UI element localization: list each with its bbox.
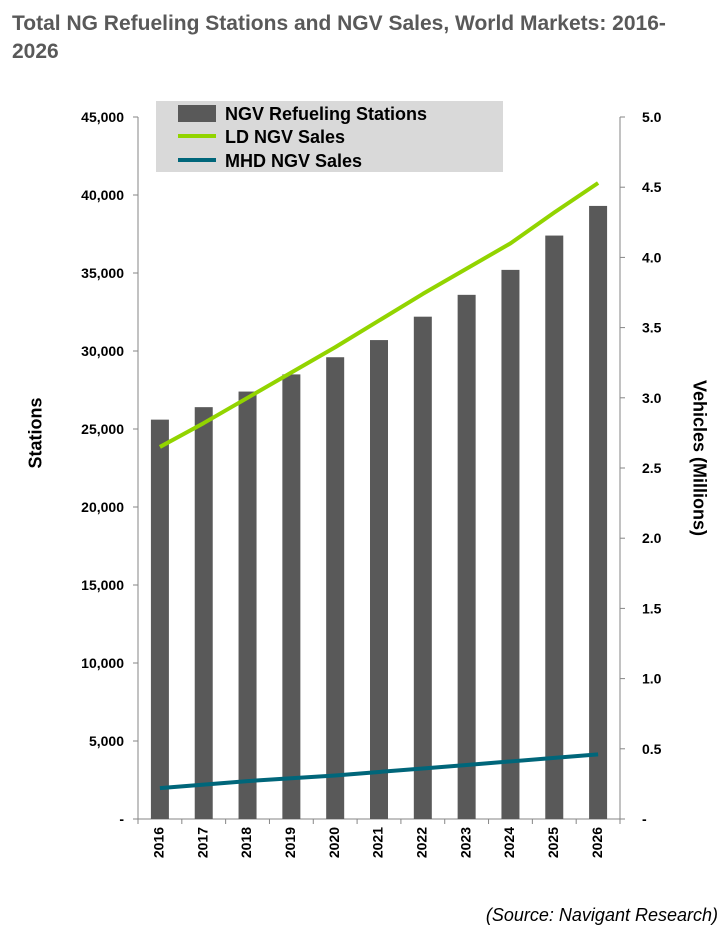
legend: NGV Refueling Stations LD NGV Sales MHD NG… bbox=[156, 101, 503, 172]
right-tick-label: - bbox=[642, 811, 647, 827]
y-axis-title-left: Stations bbox=[25, 397, 46, 469]
x-tick-label: 2026 bbox=[589, 827, 605, 858]
legend-label: LD NGV Sales bbox=[225, 127, 345, 147]
bar-ngv-refueling-stations bbox=[545, 235, 564, 819]
bar-ngv-refueling-stations bbox=[194, 407, 213, 819]
right-tick-label: 0.5 bbox=[642, 741, 662, 757]
x-tick-label: 2024 bbox=[501, 827, 517, 858]
x-tick-label: 2019 bbox=[282, 827, 298, 858]
bar-series bbox=[150, 205, 608, 820]
left-tick-label: 40,000 bbox=[81, 187, 124, 203]
right-tick-label: 3.0 bbox=[642, 390, 662, 406]
legend-swatch-bars bbox=[178, 105, 216, 122]
y-axis-title-right: Vehicles (Millions) bbox=[689, 379, 710, 537]
x-tick-label: 2021 bbox=[370, 827, 386, 858]
right-tick-label: 2.0 bbox=[642, 530, 662, 546]
left-tick-label: 35,000 bbox=[81, 265, 124, 281]
x-tick-label: 2025 bbox=[545, 827, 561, 858]
right-tick-label: 4.5 bbox=[642, 179, 662, 195]
right-tick-label: 5.0 bbox=[642, 109, 662, 125]
bar-ngv-refueling-stations bbox=[457, 294, 476, 820]
bar-ngv-refueling-stations bbox=[150, 419, 169, 819]
left-tick-label: 25,000 bbox=[81, 421, 124, 437]
right-tick-label: 1.0 bbox=[642, 671, 662, 687]
axes bbox=[133, 116, 625, 824]
legend-label: NGV Refueling Stations bbox=[225, 104, 427, 124]
left-tick-label: 5,000 bbox=[89, 733, 124, 749]
bar-ngv-refueling-stations bbox=[501, 269, 520, 819]
right-tick-label: 1.5 bbox=[642, 600, 662, 616]
x-tick-label: 2018 bbox=[238, 827, 254, 858]
x-tick-label: 2022 bbox=[414, 827, 430, 858]
x-tick-label: 2016 bbox=[151, 827, 167, 858]
legend-label: MHD NGV Sales bbox=[225, 151, 362, 171]
x-tick-label: 2023 bbox=[457, 827, 473, 858]
bar-ngv-refueling-stations bbox=[282, 374, 301, 819]
x-tick-label: 2017 bbox=[194, 827, 210, 858]
left-tick-label: 15,000 bbox=[81, 577, 124, 593]
bar-ngv-refueling-stations bbox=[238, 391, 257, 819]
left-tick-label: 45,000 bbox=[81, 109, 124, 125]
chart-title: Total NG Refueling Stations and NGV Sale… bbox=[12, 12, 666, 63]
left-tick-label: 20,000 bbox=[81, 499, 124, 515]
bar-ngv-refueling-stations bbox=[370, 340, 388, 819]
right-tick-label: 3.5 bbox=[642, 320, 662, 336]
tick-labels: - 5,000 10,000 15,000 20,000 25,000 30,000 35,0… bbox=[81, 109, 662, 858]
line-series bbox=[158, 181, 600, 791]
bar-ngv-refueling-stations bbox=[589, 205, 608, 820]
bar-ngv-refueling-stations bbox=[413, 316, 432, 819]
x-tick-label: 2020 bbox=[326, 827, 342, 858]
right-tick-label: 4.0 bbox=[642, 249, 662, 265]
bar-ngv-refueling-stations bbox=[326, 357, 345, 819]
source-note: (Source: Navigant Research) bbox=[485, 905, 718, 925]
left-tick-label: 30,000 bbox=[81, 343, 124, 359]
right-tick-label: 2.5 bbox=[642, 460, 662, 476]
left-tick-label: 10,000 bbox=[81, 655, 124, 671]
left-tick-label: - bbox=[119, 811, 124, 827]
